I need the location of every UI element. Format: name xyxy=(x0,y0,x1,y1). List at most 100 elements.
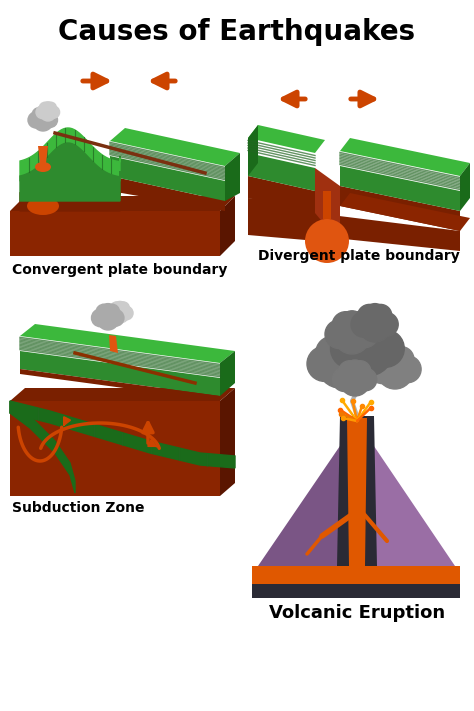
Circle shape xyxy=(117,302,129,314)
Polygon shape xyxy=(248,176,315,213)
Polygon shape xyxy=(460,163,470,211)
Circle shape xyxy=(383,346,407,369)
Circle shape xyxy=(340,311,364,334)
Polygon shape xyxy=(347,418,367,566)
Circle shape xyxy=(32,107,47,122)
Polygon shape xyxy=(357,421,455,566)
Circle shape xyxy=(107,306,121,320)
Polygon shape xyxy=(10,401,235,468)
Polygon shape xyxy=(220,196,235,256)
Polygon shape xyxy=(10,401,220,496)
Circle shape xyxy=(345,360,365,380)
Polygon shape xyxy=(10,211,220,256)
Circle shape xyxy=(114,301,126,313)
Circle shape xyxy=(357,304,382,328)
Circle shape xyxy=(346,311,371,337)
Circle shape xyxy=(340,366,370,396)
Circle shape xyxy=(119,306,133,320)
Circle shape xyxy=(101,304,115,318)
Polygon shape xyxy=(340,166,460,211)
Polygon shape xyxy=(323,191,331,219)
Polygon shape xyxy=(340,138,470,176)
Circle shape xyxy=(332,368,356,392)
Polygon shape xyxy=(258,421,357,566)
Circle shape xyxy=(108,310,124,326)
Circle shape xyxy=(305,219,349,263)
Circle shape xyxy=(96,304,112,321)
Circle shape xyxy=(307,346,342,381)
Circle shape xyxy=(316,336,349,369)
Polygon shape xyxy=(252,584,460,598)
Circle shape xyxy=(45,102,56,113)
Circle shape xyxy=(354,368,377,391)
Text: Causes of Earthquakes: Causes of Earthquakes xyxy=(58,18,416,46)
Polygon shape xyxy=(20,128,120,181)
Circle shape xyxy=(367,330,404,368)
Circle shape xyxy=(332,311,359,338)
Circle shape xyxy=(36,107,49,120)
Circle shape xyxy=(36,106,49,119)
Text: Divergent plate boundary: Divergent plate boundary xyxy=(258,249,460,263)
Circle shape xyxy=(325,320,354,348)
Polygon shape xyxy=(20,369,220,401)
Circle shape xyxy=(350,360,371,382)
Polygon shape xyxy=(315,213,460,251)
Polygon shape xyxy=(20,161,120,211)
Polygon shape xyxy=(340,193,470,231)
Circle shape xyxy=(351,321,378,348)
Circle shape xyxy=(334,318,370,354)
Polygon shape xyxy=(20,324,235,363)
Circle shape xyxy=(318,344,362,388)
Polygon shape xyxy=(220,351,235,396)
Polygon shape xyxy=(20,351,220,396)
Circle shape xyxy=(43,112,57,127)
Circle shape xyxy=(39,102,51,114)
Circle shape xyxy=(28,112,44,128)
Polygon shape xyxy=(110,156,225,201)
Text: Subduction Zone: Subduction Zone xyxy=(12,501,145,515)
Circle shape xyxy=(330,328,371,368)
Circle shape xyxy=(97,308,119,330)
Circle shape xyxy=(339,347,372,380)
Polygon shape xyxy=(248,198,340,243)
Polygon shape xyxy=(110,128,240,166)
Polygon shape xyxy=(10,388,235,401)
Circle shape xyxy=(394,356,421,383)
Polygon shape xyxy=(38,146,48,163)
Polygon shape xyxy=(109,335,118,353)
Polygon shape xyxy=(38,168,48,201)
Polygon shape xyxy=(20,143,120,201)
Circle shape xyxy=(351,311,377,337)
Polygon shape xyxy=(248,125,325,153)
Circle shape xyxy=(40,105,56,121)
Polygon shape xyxy=(248,153,315,191)
Polygon shape xyxy=(337,416,377,566)
Circle shape xyxy=(33,111,53,131)
Polygon shape xyxy=(10,401,75,493)
Text: Convergent plate boundary: Convergent plate boundary xyxy=(12,263,228,277)
Circle shape xyxy=(343,326,393,376)
Circle shape xyxy=(332,336,363,367)
Circle shape xyxy=(111,305,129,323)
Polygon shape xyxy=(10,196,235,211)
Circle shape xyxy=(374,312,398,336)
Circle shape xyxy=(359,310,391,342)
Circle shape xyxy=(39,107,54,122)
Circle shape xyxy=(340,317,378,355)
Polygon shape xyxy=(252,566,460,584)
Circle shape xyxy=(365,304,385,324)
Polygon shape xyxy=(340,186,460,231)
Polygon shape xyxy=(248,125,258,176)
Polygon shape xyxy=(225,153,240,201)
Circle shape xyxy=(47,106,60,118)
Circle shape xyxy=(352,316,384,348)
Text: Volcanic Eruption: Volcanic Eruption xyxy=(269,604,445,622)
Circle shape xyxy=(91,309,109,326)
Ellipse shape xyxy=(27,197,59,215)
Circle shape xyxy=(110,302,124,316)
Circle shape xyxy=(338,360,361,383)
Ellipse shape xyxy=(35,162,51,172)
Polygon shape xyxy=(110,176,225,211)
Circle shape xyxy=(43,102,53,112)
Circle shape xyxy=(359,317,394,352)
